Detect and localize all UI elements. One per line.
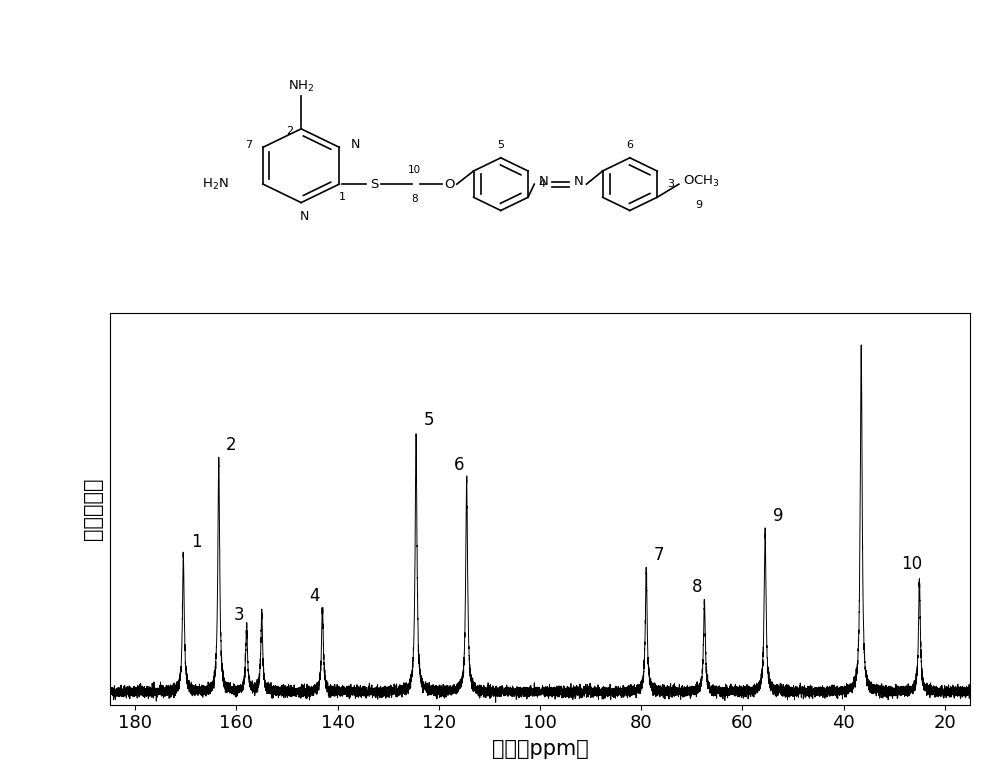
Text: 5: 5	[497, 140, 504, 150]
Text: 9: 9	[773, 507, 783, 525]
Text: NH$_2$: NH$_2$	[288, 78, 314, 93]
Text: 2: 2	[286, 127, 293, 136]
Text: 8: 8	[411, 193, 418, 204]
Text: 3: 3	[234, 607, 244, 625]
Text: N: N	[351, 138, 360, 151]
Text: 6: 6	[454, 456, 464, 474]
Text: 10: 10	[901, 555, 922, 573]
Text: 7: 7	[245, 139, 252, 150]
Text: 4: 4	[539, 179, 546, 189]
X-axis label: 位移（ppm）: 位移（ppm）	[492, 739, 588, 760]
Text: 1: 1	[339, 192, 346, 202]
Text: N: N	[573, 175, 583, 188]
Text: N: N	[539, 175, 549, 188]
Text: 4: 4	[310, 587, 320, 605]
Text: OCH$_3$: OCH$_3$	[683, 174, 720, 189]
Text: 8: 8	[692, 578, 702, 596]
Text: N: N	[300, 211, 309, 223]
Text: 7: 7	[654, 546, 664, 564]
Text: O: O	[444, 178, 454, 190]
Text: 2: 2	[226, 436, 237, 454]
Text: S: S	[370, 178, 378, 190]
Text: 6: 6	[626, 140, 633, 150]
Text: 1: 1	[191, 532, 201, 550]
Text: 10: 10	[408, 164, 421, 175]
Text: 9: 9	[695, 200, 703, 210]
Text: 3: 3	[668, 179, 675, 189]
Text: H$_2$N: H$_2$N	[202, 177, 228, 192]
Y-axis label: 吸收峰强度: 吸收峰强度	[83, 478, 103, 540]
Text: 5: 5	[423, 411, 434, 429]
